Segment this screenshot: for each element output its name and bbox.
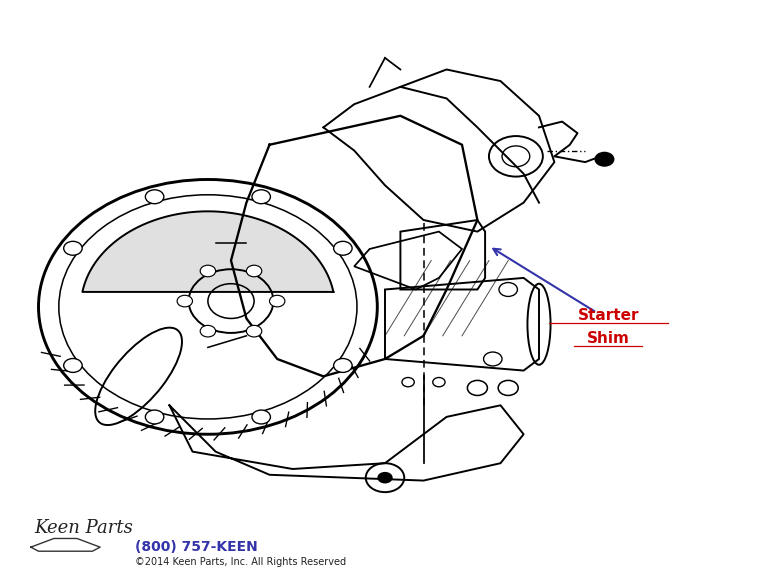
Polygon shape [82,211,333,292]
Circle shape [252,410,270,424]
Circle shape [270,295,285,307]
Text: (800) 757-KEEN: (800) 757-KEEN [135,540,257,554]
Circle shape [252,190,270,204]
Circle shape [177,295,192,307]
Circle shape [377,472,393,483]
Circle shape [333,358,352,372]
Circle shape [402,378,414,387]
Circle shape [467,380,487,395]
Circle shape [146,410,164,424]
Circle shape [200,325,216,337]
Circle shape [200,265,216,277]
Text: Keen Parts: Keen Parts [35,519,133,537]
Text: Starter: Starter [578,308,639,323]
Circle shape [333,241,352,255]
Circle shape [499,283,517,296]
Circle shape [246,265,262,277]
Text: ©2014 Keen Parts, Inc. All Rights Reserved: ©2014 Keen Parts, Inc. All Rights Reserv… [135,556,346,567]
Circle shape [433,378,445,387]
Circle shape [484,352,502,366]
Circle shape [64,358,82,372]
Text: Shim: Shim [587,331,630,346]
Circle shape [146,190,164,204]
Circle shape [246,325,262,337]
Circle shape [594,152,614,167]
Circle shape [64,241,82,255]
Circle shape [498,380,518,395]
